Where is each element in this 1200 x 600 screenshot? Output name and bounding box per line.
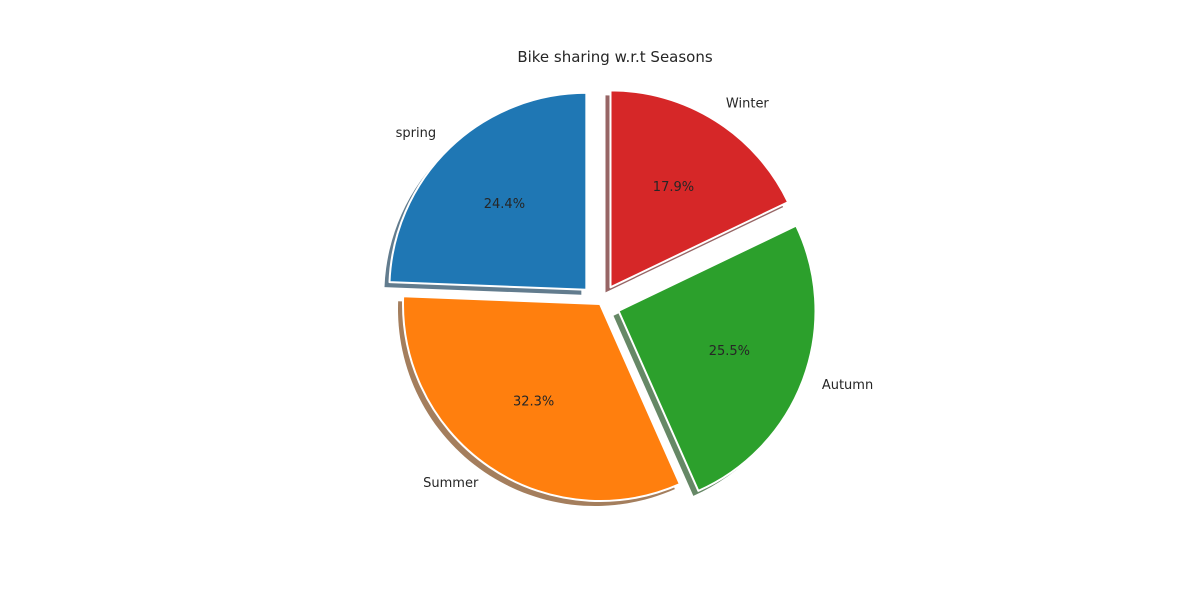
slice-pct-summer: 32.3% xyxy=(513,394,554,409)
slice-label-spring: spring xyxy=(396,126,436,141)
slice-pct-winter: 17.9% xyxy=(653,180,694,195)
slice-spring xyxy=(388,91,588,291)
slice-summer xyxy=(402,295,681,502)
slice-label-autumn: Autumn xyxy=(822,378,873,393)
slice-autumn xyxy=(617,224,817,492)
slice-label-summer: Summer xyxy=(423,476,479,491)
slice-label-winter: Winter xyxy=(726,96,770,111)
slice-winter xyxy=(609,89,790,289)
chart-title: Bike sharing w.r.t Seasons xyxy=(517,48,713,66)
slice-pct-autumn: 25.5% xyxy=(709,344,750,359)
slice-pct-spring: 24.4% xyxy=(484,197,525,212)
